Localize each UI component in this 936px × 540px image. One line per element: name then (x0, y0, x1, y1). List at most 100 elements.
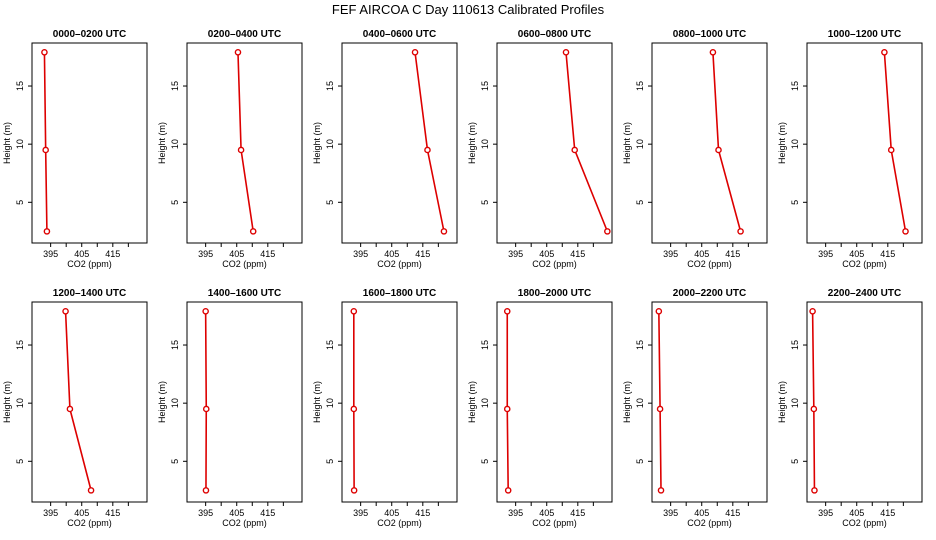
panel-title: 0400–0600 UTC (363, 29, 436, 40)
y-axis-label: Height (m) (312, 381, 322, 423)
y-axis-label: Height (m) (777, 122, 787, 164)
y-tick-label: 5 (15, 200, 25, 205)
profile-point (571, 146, 579, 154)
y-tick-label: 15 (635, 340, 645, 350)
y-tick-label: 15 (170, 81, 180, 91)
x-tick-label: 415 (725, 508, 740, 518)
profile-point (811, 487, 818, 494)
profile-point (503, 405, 511, 413)
x-axis-label: CO2 (ppm) (222, 259, 267, 269)
y-tick-label: 15 (170, 340, 180, 350)
profile-point (43, 228, 51, 235)
profile-line (506, 311, 509, 491)
plot-frame (806, 42, 923, 244)
profile-line (811, 311, 816, 491)
x-axis-label: CO2 (ppm) (67, 259, 112, 269)
profile-point (350, 487, 358, 494)
plot-frame (341, 301, 458, 503)
profile-point (202, 405, 210, 413)
y-tick-label: 5 (635, 200, 645, 205)
x-tick-label: 415 (105, 249, 120, 259)
plot-frame (186, 301, 303, 503)
profile-line (64, 311, 92, 491)
panel-title: 1600–1800 UTC (363, 288, 436, 299)
x-tick-label: 415 (880, 249, 895, 259)
y-tick-label: 10 (480, 398, 490, 408)
profile-line (712, 52, 742, 232)
profile-point (202, 308, 209, 315)
y-tick-label: 10 (170, 139, 180, 149)
y-tick-label: 15 (635, 81, 645, 91)
figure-title: FEF AIRCOA C Day 110613 Calibrated Profi… (332, 2, 605, 17)
x-axis-label: CO2 (ppm) (67, 518, 112, 528)
x-tick-label: 405 (74, 508, 89, 518)
y-axis-label: Height (m) (622, 381, 632, 423)
y-tick-label: 10 (790, 139, 800, 149)
profile-point (87, 487, 95, 494)
y-tick-label: 5 (790, 200, 800, 205)
y-tick-label: 10 (635, 139, 645, 149)
y-tick-label: 10 (790, 398, 800, 408)
y-tick-label: 5 (170, 200, 180, 205)
panel-title: 0800–1000 UTC (673, 29, 746, 40)
profile-point (42, 146, 49, 154)
x-tick-label: 415 (880, 508, 895, 518)
y-axis-label: Height (m) (467, 381, 477, 423)
x-tick-label: 415 (415, 508, 430, 518)
y-tick-label: 15 (325, 81, 335, 91)
profile-point (411, 49, 419, 56)
panel-title: 0200–0400 UTC (208, 29, 281, 40)
profile-line (658, 311, 662, 491)
y-tick-label: 15 (325, 340, 335, 350)
profile-point (809, 308, 816, 315)
x-tick-label: 395 (43, 508, 58, 518)
y-tick-label: 5 (325, 459, 335, 464)
panel-title: 0600–0800 UTC (518, 29, 591, 40)
profile-point (424, 146, 431, 154)
plot-frame (31, 42, 148, 244)
profile-panel: 0600–0800 UTC 395 405 415 5 10 15 CO2 (ppm) Heig… (467, 29, 613, 269)
x-tick-label: 415 (415, 249, 430, 259)
x-tick-label: 415 (570, 249, 585, 259)
y-tick-label: 10 (480, 139, 490, 149)
profile-point (656, 405, 664, 413)
profile-panel: 1200–1400 UTC 395 405 415 5 10 15 CO2 (ppm) Heig… (2, 288, 148, 528)
x-axis-label: CO2 (ppm) (222, 518, 267, 528)
x-tick-label: 395 (818, 508, 833, 518)
panel-title: 1000–1200 UTC (828, 29, 901, 40)
profile-point (62, 308, 69, 315)
panel-title: 2200–2400 UTC (828, 288, 901, 299)
profile-point (655, 308, 663, 315)
profile-point (202, 487, 210, 494)
profile-panel: 0000–0200 UTC 395 405 415 5 10 15 CO2 (ppm) Heig… (2, 29, 148, 269)
x-tick-label: 415 (260, 508, 275, 518)
x-axis-label: CO2 (ppm) (687, 518, 732, 528)
x-tick-label: 405 (849, 508, 864, 518)
y-tick-label: 15 (480, 340, 490, 350)
x-tick-label: 395 (353, 508, 368, 518)
x-axis-label: CO2 (ppm) (687, 259, 732, 269)
x-tick-label: 415 (725, 249, 740, 259)
y-tick-label: 5 (15, 459, 25, 464)
panel-title: 1400–1600 UTC (208, 288, 281, 299)
profile-panel: 2000–2200 UTC 395 405 415 5 10 15 CO2 (ppm) Heig… (622, 288, 768, 528)
profile-point (881, 49, 888, 56)
profile-point (902, 228, 909, 235)
plot-frame (31, 301, 148, 503)
panel-title: 2000–2200 UTC (673, 288, 746, 299)
plot-frame (806, 301, 923, 503)
x-tick-label: 415 (260, 249, 275, 259)
x-tick-label: 405 (229, 508, 244, 518)
y-tick-label: 15 (480, 81, 490, 91)
x-tick-label: 395 (353, 249, 368, 259)
y-tick-label: 5 (635, 459, 645, 464)
y-axis-label: Height (m) (312, 122, 322, 164)
y-axis-label: Height (m) (2, 122, 12, 164)
profile-line (237, 52, 254, 232)
y-tick-label: 5 (480, 200, 490, 205)
profile-point (237, 146, 245, 154)
x-tick-label: 415 (105, 508, 120, 518)
x-tick-label: 415 (570, 508, 585, 518)
x-tick-label: 405 (539, 508, 554, 518)
